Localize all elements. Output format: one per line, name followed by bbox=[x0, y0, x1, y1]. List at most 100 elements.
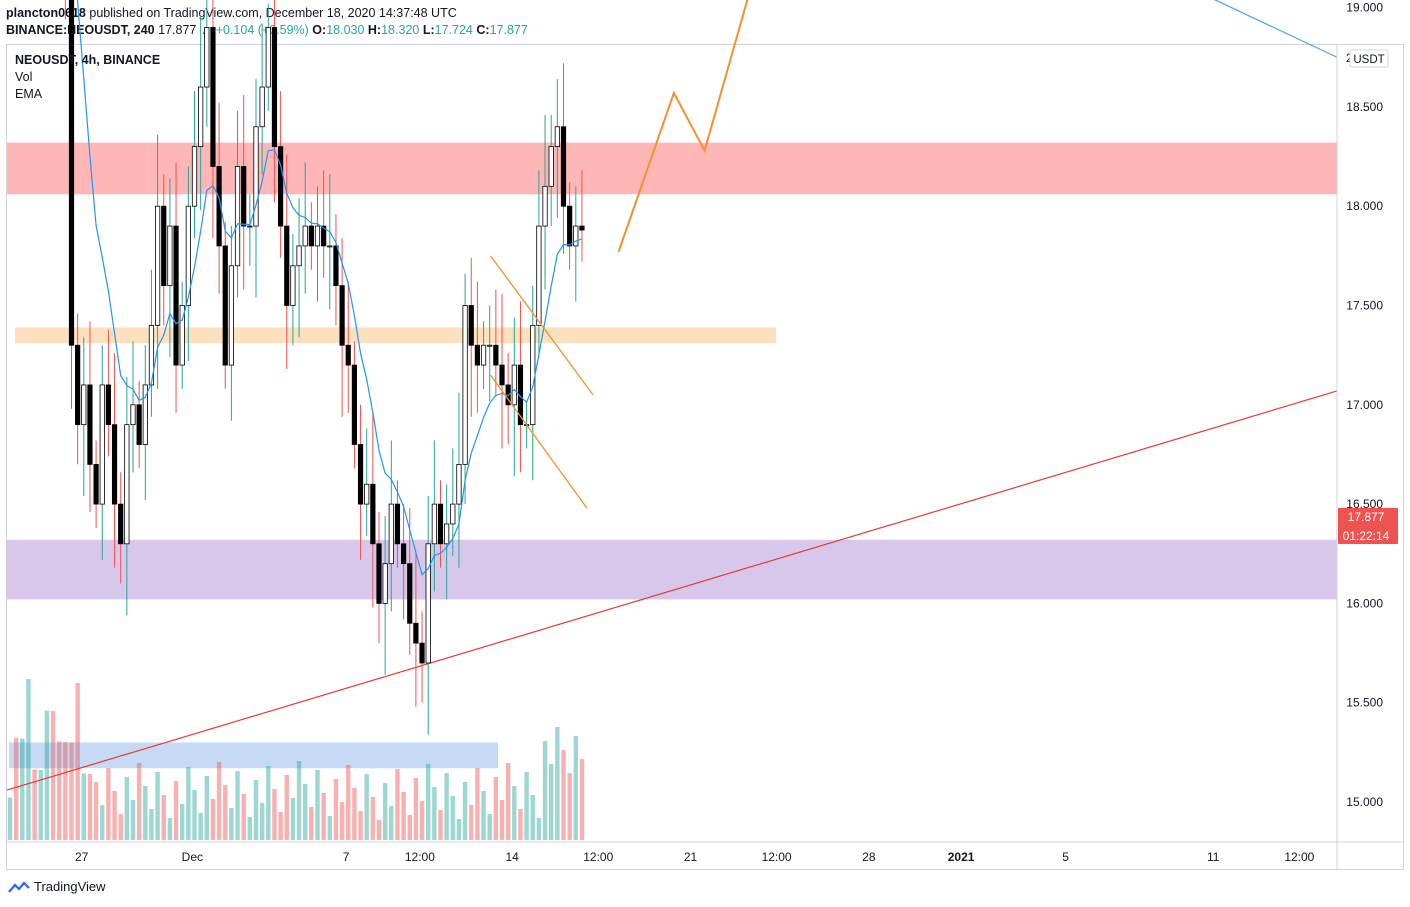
candle-body bbox=[179, 305, 185, 366]
candle-body bbox=[573, 225, 579, 247]
candle-body bbox=[382, 563, 388, 604]
candle-body bbox=[480, 344, 487, 366]
volume-bar bbox=[407, 815, 412, 840]
y-tick-label: 17.500 bbox=[1346, 299, 1383, 313]
x-tick-label: 21 bbox=[684, 850, 698, 864]
volume-bar bbox=[346, 765, 351, 840]
volume-bar bbox=[235, 771, 240, 840]
candle-body bbox=[462, 305, 468, 465]
legend-symbol[interactable]: NEOUSDT, 4h, BINANCE bbox=[15, 53, 161, 67]
volume-bar bbox=[413, 778, 419, 840]
candle-body bbox=[339, 285, 345, 346]
candle-body bbox=[394, 503, 401, 545]
volume-bar bbox=[155, 772, 160, 840]
candle-body bbox=[87, 384, 93, 465]
candle-body bbox=[204, 27, 210, 88]
x-tick-label: 12:00 bbox=[762, 850, 792, 864]
candle-body bbox=[511, 364, 517, 406]
volume-bar bbox=[136, 763, 142, 840]
volume-bar bbox=[499, 800, 505, 840]
publisher-name[interactable]: plancton0618 bbox=[6, 6, 86, 20]
candle-body bbox=[431, 503, 437, 545]
volume-bar bbox=[450, 796, 455, 840]
volume-bar bbox=[93, 782, 99, 840]
candle-body bbox=[388, 503, 394, 565]
volume-bar bbox=[426, 764, 431, 840]
candle-body bbox=[370, 483, 376, 545]
legend-vol[interactable]: Vol bbox=[15, 70, 33, 84]
candle-body bbox=[456, 463, 462, 505]
candle-body bbox=[487, 344, 493, 347]
change-value: ▲ +0.104 (+0.59%) bbox=[199, 23, 309, 37]
candle-body bbox=[154, 205, 161, 326]
last-price-label: 17.877 bbox=[1348, 510, 1385, 524]
volume-bar bbox=[493, 777, 499, 840]
volume-bar bbox=[32, 769, 37, 840]
chart-legend: NEOUSDT, 4h, BINANCE Vol EMA bbox=[15, 52, 160, 103]
candle-body bbox=[161, 205, 167, 287]
volume-bar bbox=[57, 741, 62, 840]
volume-bar bbox=[438, 810, 443, 840]
candle-body bbox=[345, 344, 351, 366]
volume-bar bbox=[161, 795, 166, 840]
candle-body bbox=[259, 86, 265, 128]
candle-body bbox=[554, 126, 560, 148]
candle-body bbox=[191, 146, 198, 207]
volume-bar bbox=[579, 759, 585, 840]
volume-bar bbox=[26, 679, 31, 840]
candle-body bbox=[234, 166, 241, 267]
volume-bar bbox=[512, 786, 517, 840]
legend-ema[interactable]: EMA bbox=[15, 87, 43, 101]
volume-bar bbox=[530, 795, 535, 840]
volume-bar bbox=[370, 797, 376, 840]
y-tick-label: 15.000 bbox=[1346, 795, 1383, 809]
candle-body bbox=[314, 225, 321, 247]
volume-bar bbox=[186, 767, 191, 840]
candle-body bbox=[124, 424, 130, 545]
ema-line bbox=[76, 0, 583, 576]
x-tick-label: 12:00 bbox=[583, 850, 613, 864]
x-tick-label: 27 bbox=[75, 850, 89, 864]
candle-body bbox=[81, 384, 87, 426]
volume-bar bbox=[327, 816, 332, 840]
last-price-value: 17.877 bbox=[158, 23, 197, 37]
x-tick-label: 5 bbox=[1062, 850, 1069, 864]
x-tick-label: 12:00 bbox=[1284, 850, 1314, 864]
currency-label: USDT bbox=[1353, 54, 1384, 66]
currency-badge bbox=[1349, 49, 1389, 68]
candle-body bbox=[118, 503, 124, 545]
volume-bar bbox=[573, 736, 578, 840]
ascending-support bbox=[6, 390, 1338, 791]
candle-body bbox=[75, 344, 81, 426]
candle-body bbox=[253, 126, 259, 227]
candle-body bbox=[68, 0, 75, 346]
x-tick-label: Dec bbox=[182, 850, 203, 864]
volume-bar bbox=[524, 772, 529, 840]
volume-bar bbox=[309, 807, 314, 840]
candle-body bbox=[400, 543, 407, 565]
volume-bar bbox=[444, 773, 449, 840]
volume-bar bbox=[87, 774, 93, 840]
y-tick-label: 16.500 bbox=[1346, 497, 1383, 511]
volume-bar bbox=[130, 800, 136, 840]
x-tick-label: 11 bbox=[1207, 850, 1220, 864]
volume-bar bbox=[296, 761, 302, 840]
candle-body bbox=[437, 503, 444, 545]
footer-brand[interactable]: TradingView bbox=[8, 879, 106, 894]
candle-body bbox=[148, 324, 155, 386]
volume-bar bbox=[389, 806, 394, 840]
candle-body bbox=[333, 245, 339, 287]
open-value: 18.030 bbox=[326, 23, 365, 37]
candle-body bbox=[567, 205, 573, 247]
projection-path bbox=[617, 0, 749, 253]
low-label: L: bbox=[422, 23, 435, 37]
candle-body bbox=[376, 543, 382, 604]
candle-body bbox=[167, 225, 173, 287]
y-tick-label: 18.000 bbox=[1346, 199, 1383, 213]
chart-frame[interactable] bbox=[6, 44, 1404, 870]
volume-bar bbox=[204, 776, 209, 840]
volume-bar bbox=[229, 808, 234, 840]
candle-body bbox=[99, 384, 105, 505]
volume-bar bbox=[290, 798, 296, 840]
